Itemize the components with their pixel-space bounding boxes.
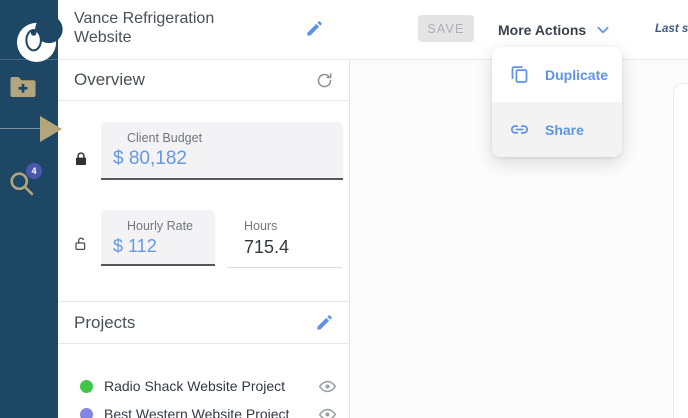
hourly-rate-label: Hourly Rate — [127, 219, 193, 233]
projects-title: Projects — [74, 312, 136, 332]
project-row-radio-shack[interactable]: Radio Shack Website Project — [58, 372, 349, 400]
folder-add-icon[interactable] — [8, 72, 38, 102]
dropdown-item-label: Duplicate — [545, 66, 609, 83]
project-name: Radio Shack Website Project — [104, 378, 286, 394]
dropdown-item-label: Share — [545, 121, 584, 138]
edit-title-pencil-icon[interactable] — [305, 19, 324, 38]
eye-icon[interactable] — [318, 377, 337, 396]
project-list: Radio Shack Website Project Best Western… — [58, 372, 349, 418]
projects-section-header: Projects — [58, 301, 349, 344]
chevron-down-icon — [595, 22, 611, 38]
sidebar: 4 — [0, 0, 63, 418]
dropdown-item-share[interactable]: Share — [492, 102, 622, 157]
collapse-arrow-icon[interactable] — [40, 116, 62, 142]
project-name: Best Western Website Project — [104, 406, 290, 418]
hours-value: 715.4 — [244, 237, 290, 257]
more-actions-dropdown: Duplicate Share — [492, 47, 622, 157]
client-budget-label: Client Budget — [127, 131, 203, 145]
more-actions-button[interactable]: More Actions — [498, 0, 611, 60]
client-budget-value: $ 80,182 — [113, 148, 187, 169]
hourly-rate-field[interactable]: Hourly Rate $ 112 — [101, 210, 215, 266]
client-budget-field[interactable]: Client Budget $ 80,182 — [101, 122, 343, 180]
share-link-icon — [509, 119, 530, 140]
hours-label: Hours — [244, 219, 278, 233]
edit-projects-pencil-icon[interactable] — [315, 313, 334, 332]
overview-title: Overview — [74, 70, 145, 89]
hourly-rate-value: $ 112 — [113, 236, 157, 256]
project-row-best-western[interactable]: Best Western Website Project — [58, 400, 349, 418]
overview-section-header: Overview — [58, 60, 349, 101]
duplicate-icon — [509, 64, 530, 85]
lock-open-icon[interactable] — [73, 236, 89, 252]
page-title: Vance Refrigeration Website — [74, 10, 215, 46]
app-logo-icon — [16, 15, 63, 62]
save-button[interactable]: SAVE — [418, 15, 474, 42]
search-icon[interactable] — [8, 170, 35, 197]
main-content-card — [673, 83, 688, 418]
project-color-dot — [80, 407, 93, 418]
search-notification-badge: 4 — [26, 163, 42, 179]
project-color-dot — [80, 379, 93, 393]
eye-icon[interactable] — [318, 405, 337, 418]
overview-panel: Overview Client Budget $ 80,182 Hourly R… — [58, 60, 350, 418]
more-actions-label: More Actions — [498, 22, 587, 38]
app-logo[interactable] — [0, 0, 63, 62]
hours-field[interactable]: Hours 715.4 — [227, 210, 342, 268]
dropdown-item-duplicate[interactable]: Duplicate — [492, 47, 622, 102]
collapse-handle-line — [0, 128, 41, 129]
last-saved-status: Last sa — [655, 23, 688, 35]
lock-closed-icon[interactable] — [73, 151, 89, 167]
refresh-icon[interactable] — [315, 71, 334, 90]
